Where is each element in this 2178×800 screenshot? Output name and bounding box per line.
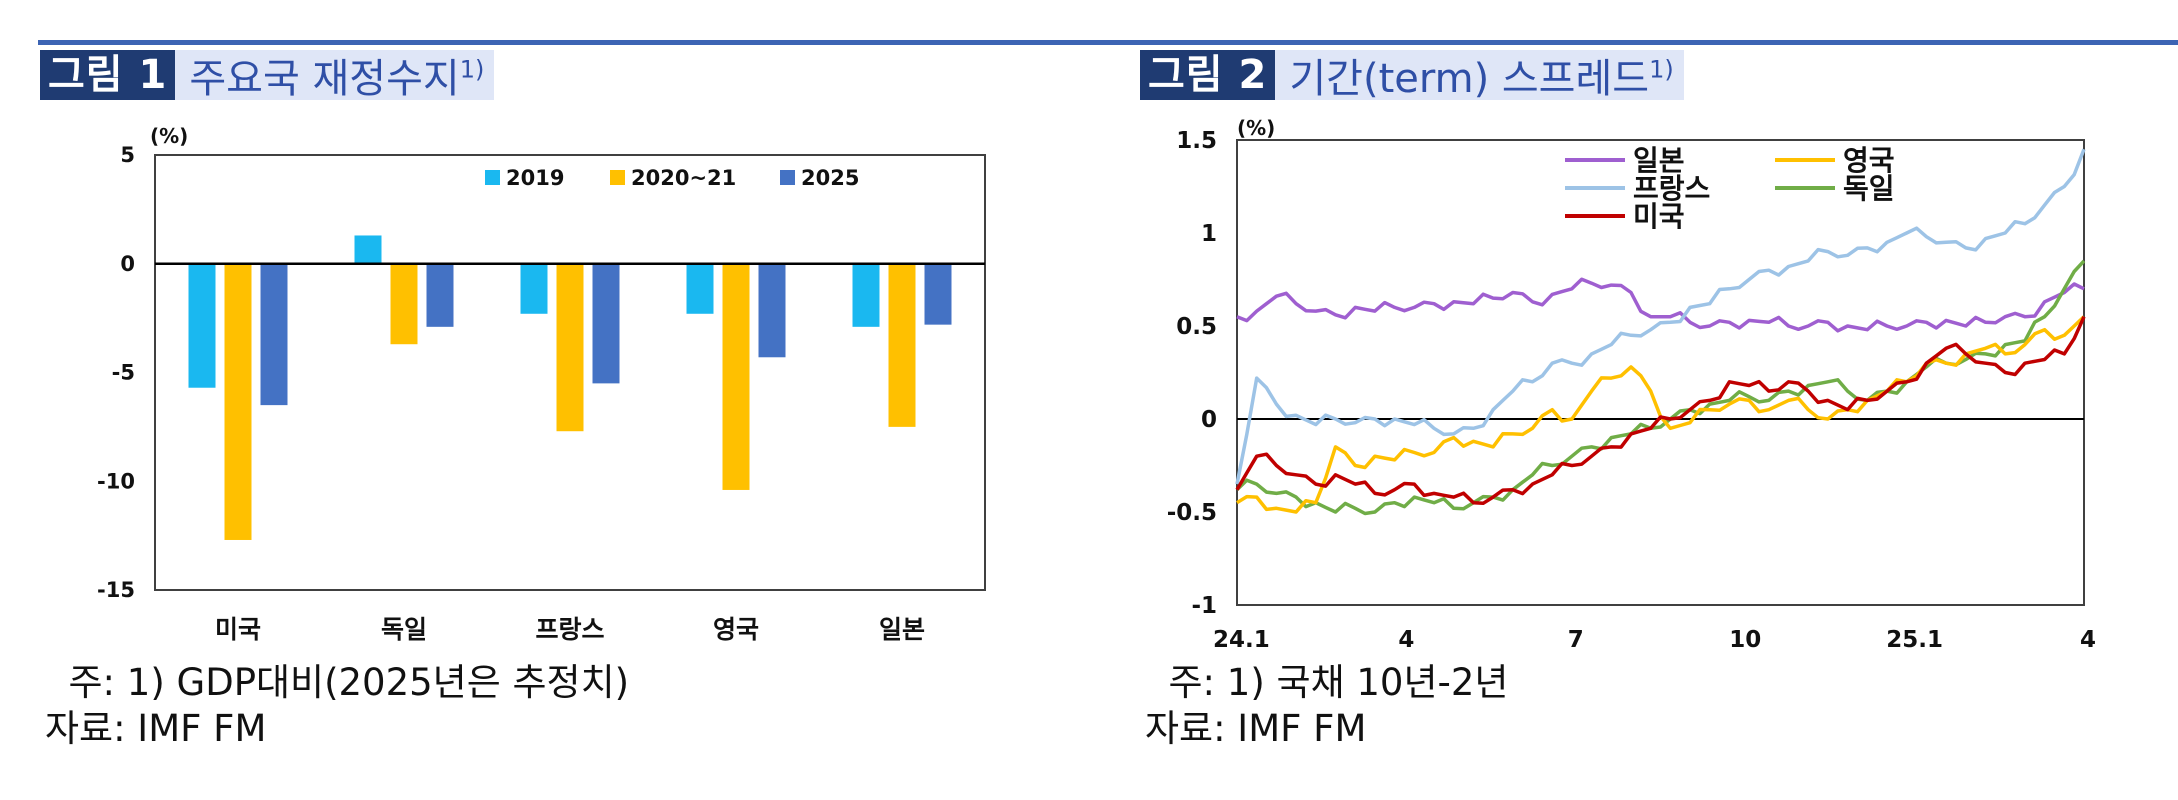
line-chart-unit-label: (%)	[1237, 116, 1275, 140]
bar-2025-프랑스	[592, 263, 620, 384]
legend-label-2020~21: 2020~21	[631, 166, 736, 190]
bar-chart-unit-label: (%)	[150, 124, 188, 148]
legend-label-프랑스: 프랑스	[1633, 172, 1710, 205]
line-chart-y-tick: 0.5	[1176, 314, 1217, 340]
bar-chart-legend: 2019 2020~21 2025	[485, 166, 859, 190]
bar-2025-미국	[260, 263, 288, 406]
legend-label-미국: 미국	[1633, 200, 1685, 233]
bar-chart-y-tick: -15	[97, 578, 135, 602]
series-line-프랑스	[1235, 148, 2086, 485]
figure1-title: 그림 1 주요국 재정수지1)	[40, 50, 495, 102]
bar-chart-y-tick: 0	[120, 252, 135, 276]
line-chart-y-tick: -1	[1191, 593, 1217, 619]
bar-2025-일본	[924, 263, 952, 325]
bar-chart-y-tick: 5	[120, 143, 135, 167]
bar-2020~21-독일	[390, 263, 418, 345]
figure2-title-sup: 1)	[1649, 55, 1674, 84]
figure2-badge: 그림 2	[1140, 50, 1276, 100]
figure1-note: 주: 1) GDP대비(2025년은 추정치)	[45, 661, 630, 704]
line-chart-y-tick: 1.5	[1176, 128, 1217, 154]
line-chart-x-tick: 25.1	[1886, 627, 1943, 653]
bar-2019-미국	[188, 263, 216, 388]
bar-2020~21-프랑스	[556, 263, 584, 432]
line-chart-x-tick: 4	[2080, 627, 2096, 653]
line-chart-plot-area	[1236, 139, 2085, 606]
legend-label-2025: 2025	[801, 166, 859, 190]
series-line-일본	[1236, 277, 2085, 333]
line-chart-y-tick: -0.5	[1167, 500, 1217, 526]
legend-swatch-2019	[485, 170, 500, 185]
figure1-notes: 주: 1) GDP대비(2025년은 추정치) 자료: IMF FM	[45, 660, 629, 752]
line-chart-y-tick: 0	[1201, 407, 1217, 433]
bar-2025-독일	[426, 263, 454, 327]
legend-label-일본: 일본	[1633, 144, 1685, 177]
bar-2020~21-미국	[224, 263, 252, 540]
bar-2019-영국	[686, 263, 714, 314]
bar-chart-x-label: 미국	[215, 615, 261, 644]
bar-chart-y-tick: -10	[97, 469, 135, 493]
figure1-source: 자료: IMF FM	[45, 707, 267, 750]
figure1-badge: 그림 1	[40, 50, 176, 100]
bar-2020~21-영국	[722, 263, 750, 490]
line-chart-x-tick: 10	[1729, 627, 1761, 653]
bar-2020~21-일본	[888, 263, 916, 427]
legend-label-영국: 영국	[1843, 144, 1895, 177]
legend-label-2019: 2019	[506, 166, 564, 190]
line-chart-y-tick: 1	[1201, 221, 1217, 247]
line-chart-x-tick: 7	[1568, 627, 1584, 653]
line-chart-x-tick: 4	[1398, 627, 1414, 653]
bar-chart-fiscal-balance: (%) 50-5-10-15 미국 독일 프랑스 영국 일본 2019 2020~21 20…	[97, 124, 986, 644]
figure2-note: 주: 1) 국채 10년-2년	[1145, 661, 1509, 704]
figure2-title: 그림 2 기간(term) 스프레드1)	[1140, 50, 1684, 102]
figure1-title-sup: 1)	[459, 55, 485, 84]
series-line-독일	[1235, 259, 2086, 516]
bar-chart-x-label: 프랑스	[535, 615, 604, 644]
legend-swatch-2025	[780, 170, 795, 185]
bar-chart-plot-area	[154, 154, 986, 591]
bar-chart-y-tick: -5	[112, 361, 135, 385]
top-rule	[38, 40, 2178, 45]
figure1-title-text: 주요국 재정수지	[189, 56, 460, 102]
line-chart-term-spread: (%) 1.5 1 0.5 0 -0.5 -1 24.1 4 7 10 25.1 4 일본 영국프랑스…	[1167, 116, 2096, 653]
figure2-notes: 주: 1) 국채 10년-2년 자료: IMF FM	[1145, 660, 1508, 752]
bar-2019-일본	[852, 263, 880, 327]
line-chart-x-tick: 24.1	[1213, 627, 1270, 653]
series-line-미국	[1235, 315, 2086, 506]
bar-chart-x-label: 영국	[713, 615, 759, 644]
legend-swatch-2020~21	[610, 170, 625, 185]
figure2-source: 자료: IMF FM	[1145, 707, 1367, 750]
bar-chart-x-label: 일본	[879, 615, 925, 644]
legend-label-독일: 독일	[1843, 172, 1895, 205]
bar-2025-영국	[758, 263, 786, 358]
bar-2019-독일	[354, 235, 382, 264]
bar-chart-x-label: 독일	[381, 615, 427, 644]
figure2-title-text: 기간(term) 스프레드	[1289, 56, 1650, 102]
bar-2019-프랑스	[520, 263, 548, 314]
